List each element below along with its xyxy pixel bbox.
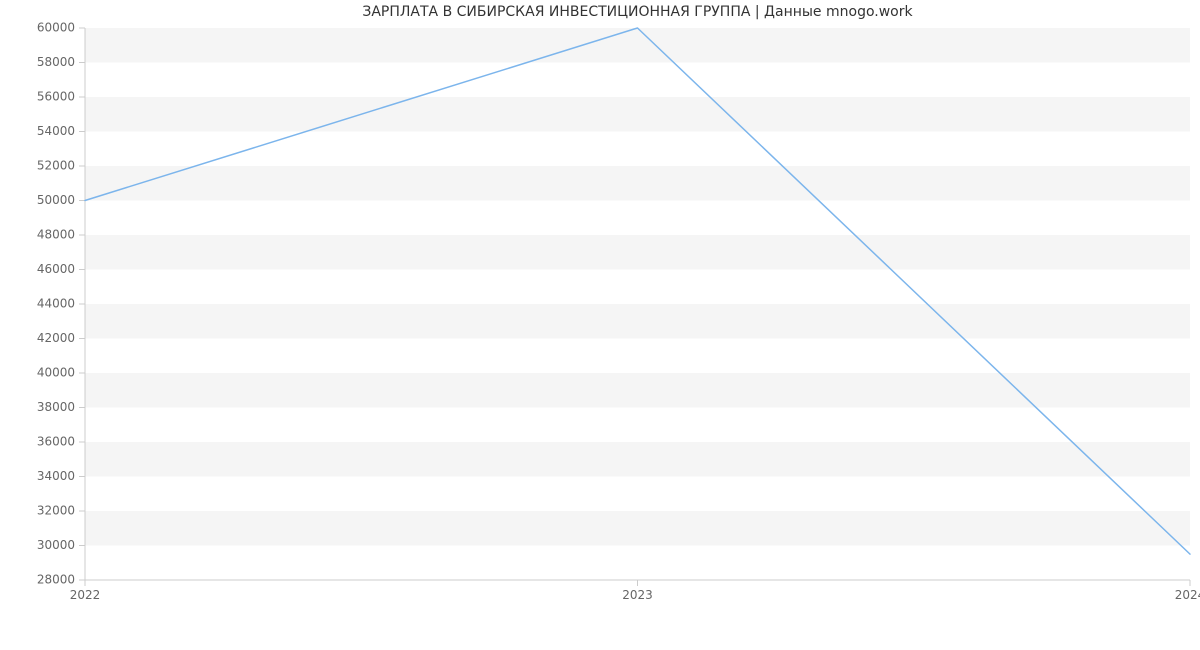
plot-band [85, 97, 1190, 132]
y-tick-label: 44000 [37, 297, 75, 311]
y-tick-label: 38000 [37, 400, 75, 414]
y-tick-label: 54000 [37, 124, 75, 138]
chart-title: ЗАРПЛАТА В СИБИРСКАЯ ИНВЕСТИЦИОННАЯ ГРУП… [362, 4, 913, 20]
plot-band [85, 442, 1190, 477]
plot-band [85, 270, 1190, 305]
y-tick-label: 32000 [37, 504, 75, 518]
y-tick-label: 48000 [37, 228, 75, 242]
salary-line-chart: 28000 30000 32000 34000 36000 38000 40000 42000… [0, 0, 1200, 650]
y-tick-label: 58000 [37, 55, 75, 69]
plot-band [85, 235, 1190, 270]
y-tick-label: 50000 [37, 193, 75, 207]
plot-band [85, 166, 1190, 201]
x-tick-label: 2023 [622, 588, 653, 602]
plot-band [85, 511, 1190, 546]
y-tick-label: 40000 [37, 366, 75, 380]
y-tick-label: 30000 [37, 538, 75, 552]
plot-band [85, 28, 1190, 63]
y-tick-label: 52000 [37, 159, 75, 173]
plot-band [85, 63, 1190, 98]
y-tick-label: 28000 [37, 573, 75, 587]
plot-band [85, 339, 1190, 374]
x-tick-label: 2022 [70, 588, 101, 602]
y-tick-label: 36000 [37, 435, 75, 449]
y-tick-label: 56000 [37, 90, 75, 104]
y-tick-label: 60000 [37, 21, 75, 35]
y-tick-label: 46000 [37, 262, 75, 276]
plot-band [85, 408, 1190, 443]
y-tick-label: 34000 [37, 469, 75, 483]
plot-band [85, 477, 1190, 512]
plot-band [85, 373, 1190, 408]
x-tick-label: 2024 [1175, 588, 1200, 602]
plot-band [85, 546, 1190, 581]
plot-band [85, 201, 1190, 236]
plot-band [85, 304, 1190, 339]
y-tick-label: 42000 [37, 331, 75, 345]
